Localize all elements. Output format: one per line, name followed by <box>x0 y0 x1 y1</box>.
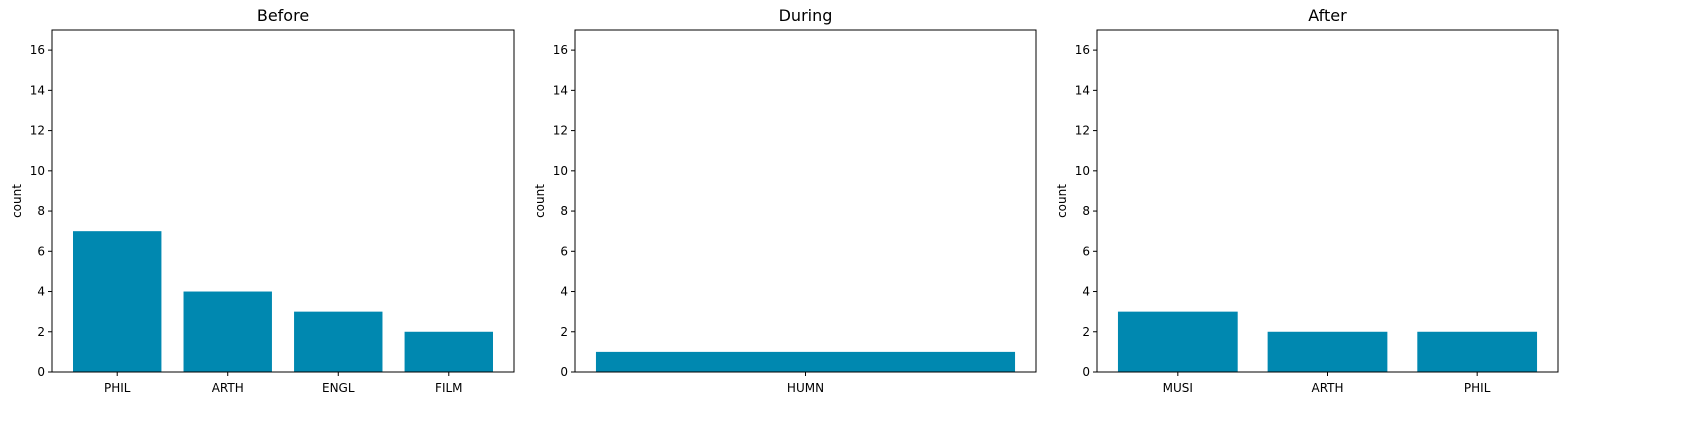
x-tick-label: ENGL <box>322 381 355 395</box>
chart-panel-during: 0 2 4 6 8 10 12 14 16 HUMN During count <box>533 6 1037 395</box>
y-tick-label: 8 <box>560 204 568 218</box>
bar-phil <box>73 231 162 372</box>
y-tick-label: 6 <box>1082 244 1090 258</box>
y-tick-label: 0 <box>1082 365 1090 379</box>
x-tick-label: HUMN <box>787 381 824 395</box>
y-tick-label: 12 <box>1075 124 1090 138</box>
y-tick-label: 4 <box>37 285 45 299</box>
bar-film <box>404 331 493 372</box>
bar-engl <box>294 311 383 372</box>
y-axis-label: count <box>1055 184 1069 218</box>
chart-title: During <box>779 6 833 25</box>
x-tick-label: ARTH <box>212 381 244 395</box>
y-tick-label: 10 <box>30 164 45 178</box>
y-tick-label: 2 <box>560 325 568 339</box>
bar-arth <box>1267 331 1388 372</box>
bar-humn <box>595 351 1016 372</box>
y-tick-label: 16 <box>1075 43 1090 57</box>
axes-frame <box>574 29 1037 373</box>
x-tick-label: PHIL <box>1464 381 1491 395</box>
y-tick-label: 10 <box>1075 164 1090 178</box>
y-tick-label: 10 <box>553 164 568 178</box>
x-tick-label: PHIL <box>104 381 131 395</box>
x-tick-label: FILM <box>435 381 462 395</box>
bar-phil <box>1417 331 1538 372</box>
y-tick-label: 14 <box>553 83 568 97</box>
x-tick-label: ARTH <box>1311 381 1343 395</box>
y-tick-label: 16 <box>30 43 45 57</box>
y-tick-label: 14 <box>1075 83 1090 97</box>
chart-panel-after: 0 2 4 6 8 10 12 14 16 MUSI ARTH PHIL After count <box>1055 6 1559 395</box>
y-axis-label: count <box>10 184 24 218</box>
y-tick-label: 8 <box>37 204 45 218</box>
y-tick-label: 2 <box>37 325 45 339</box>
axes-frame <box>51 29 515 373</box>
y-tick-label: 12 <box>30 124 45 138</box>
y-tick-label: 2 <box>1082 325 1090 339</box>
y-tick-label: 0 <box>37 365 45 379</box>
y-tick-label: 16 <box>553 43 568 57</box>
chart-panel-before: 0 2 4 6 8 10 12 14 16 PHIL ARTH ENGL FILM Before count <box>10 6 515 395</box>
y-tick-label: 12 <box>553 124 568 138</box>
chart-title: Before <box>257 6 309 25</box>
y-tick-label: 8 <box>1082 204 1090 218</box>
y-tick-label: 4 <box>1082 285 1090 299</box>
y-tick-label: 6 <box>37 244 45 258</box>
x-tick-label: MUSI <box>1163 381 1193 395</box>
bar-arth <box>183 291 272 372</box>
y-tick-label: 6 <box>560 244 568 258</box>
y-tick-label: 4 <box>560 285 568 299</box>
chart-title: After <box>1308 6 1347 25</box>
y-tick-label: 0 <box>560 365 568 379</box>
y-tick-label: 14 <box>30 83 45 97</box>
y-axis-label: count <box>533 184 547 218</box>
bar-musi <box>1117 311 1238 372</box>
